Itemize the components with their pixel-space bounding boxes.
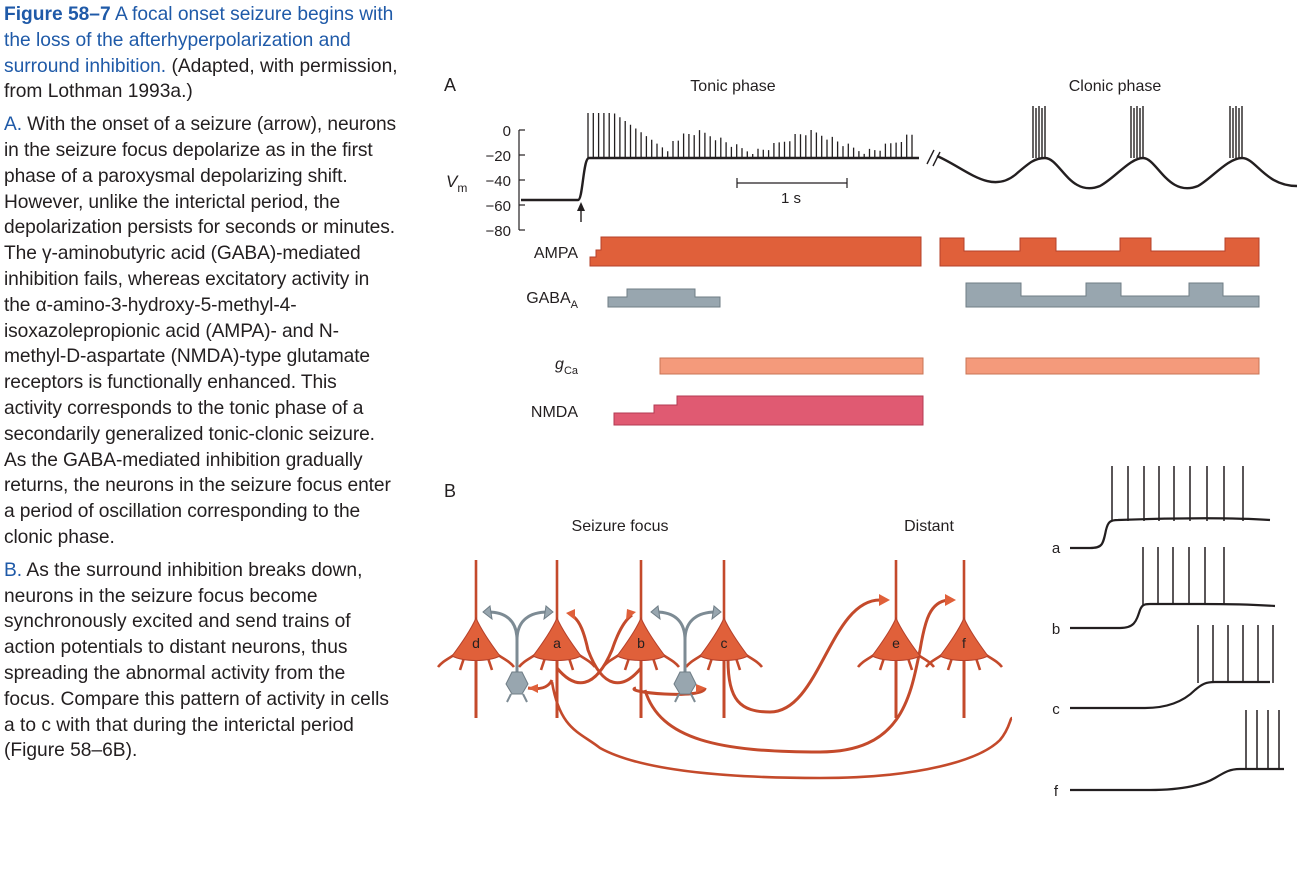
neuron-label-c: c — [721, 635, 728, 651]
ampa-label: AMPA — [534, 245, 578, 262]
trace-label-f: f — [1054, 783, 1059, 800]
synapse-to-interneuron-1 — [528, 684, 538, 693]
tonic-phase-label: Tonic phase — [690, 78, 775, 95]
interneuron-2 — [650, 605, 722, 703]
panel-b-label: B — [444, 481, 456, 501]
neuron-label-d: d — [472, 635, 480, 651]
ampa-bar-clonic — [939, 237, 1260, 267]
y-tick-minus20: −20 — [486, 148, 511, 165]
ampa-bar-tonic — [589, 236, 922, 267]
vm-label: Vm — [446, 172, 467, 195]
neuron-label-a: a — [553, 635, 561, 651]
pyramidal-cell-d — [436, 560, 516, 671]
caption-para-b: B. As the surround inhibition breaks dow… — [4, 558, 399, 764]
axon-network — [474, 598, 1013, 780]
neuron-label-f: f — [962, 635, 966, 651]
distant-label: Distant — [904, 518, 954, 535]
gca-bar-clonic — [965, 357, 1260, 375]
caption-title: Figure 58–7 A focal onset seizure begins… — [4, 2, 399, 105]
caption-para-b-text: As the surround inhibition breaks down, … — [4, 559, 389, 762]
pyramidal-cells — [436, 560, 1004, 671]
y-tick-0: 0 — [503, 123, 511, 140]
figure-caption: Figure 58–7 A focal onset seizure begins… — [4, 2, 399, 771]
pyramidal-cell-e — [856, 560, 936, 671]
trace-label-a: a — [1052, 540, 1061, 557]
gaba-bar-clonic — [965, 282, 1260, 308]
y-tick-minus40: −40 — [486, 173, 511, 190]
caption-para-a-text: With the onset of a seizure (arrow), neu… — [4, 114, 397, 548]
neuron-label-b: b — [637, 635, 645, 651]
neuron-label-e: e — [892, 635, 900, 651]
voltage-axis: 0 −20 −40 −60 −80 Vm — [446, 123, 525, 240]
trace-label-c: c — [1052, 701, 1060, 718]
panel-a-label: A — [444, 75, 456, 95]
interneuron-1 — [482, 605, 554, 703]
clonic-phase-label: Clonic phase — [1069, 78, 1162, 95]
membrane-potential-trace: 1 s — [521, 106, 1298, 222]
synapse-a-to-b — [626, 609, 636, 620]
y-tick-minus80: −80 — [486, 223, 511, 240]
pyramidal-cell-c — [684, 560, 764, 671]
caption-para-a-label: A. — [4, 114, 22, 136]
synapse-b-to-f — [945, 594, 956, 606]
caption-para-a: A. With the onset of a seizure (arrow), … — [4, 112, 399, 551]
synapse-to-interneuron-2 — [696, 684, 706, 693]
gaba-bar-tonic — [607, 288, 721, 308]
pyramidal-cell-b — [601, 560, 681, 671]
scale-bar-label: 1 s — [781, 190, 801, 207]
trace-label-b: b — [1052, 621, 1060, 638]
y-tick-minus60: −60 — [486, 198, 511, 215]
pyramidal-cell-a — [517, 560, 597, 671]
synapse-c-to-e — [879, 594, 890, 606]
gca-bar-tonic — [659, 357, 924, 375]
caption-adapted: (Adapted, with permission, from Lothman … — [4, 55, 398, 103]
caption-para-b-label: B. — [4, 559, 23, 581]
recording-traces — [1070, 466, 1284, 792]
pyramidal-cell-f — [924, 560, 1004, 671]
gca-label: gCa — [555, 356, 579, 377]
nmda-bar — [613, 395, 924, 426]
figure-number: Figure 58–7 — [4, 4, 111, 25]
synapse-b-to-a — [566, 609, 575, 620]
caption-heading: A focal onset seizure begins with the lo… — [4, 4, 394, 77]
gaba-label: GABAA — [526, 290, 578, 311]
nmda-label: NMDA — [531, 404, 578, 421]
seizure-focus-label: Seizure focus — [572, 518, 669, 535]
